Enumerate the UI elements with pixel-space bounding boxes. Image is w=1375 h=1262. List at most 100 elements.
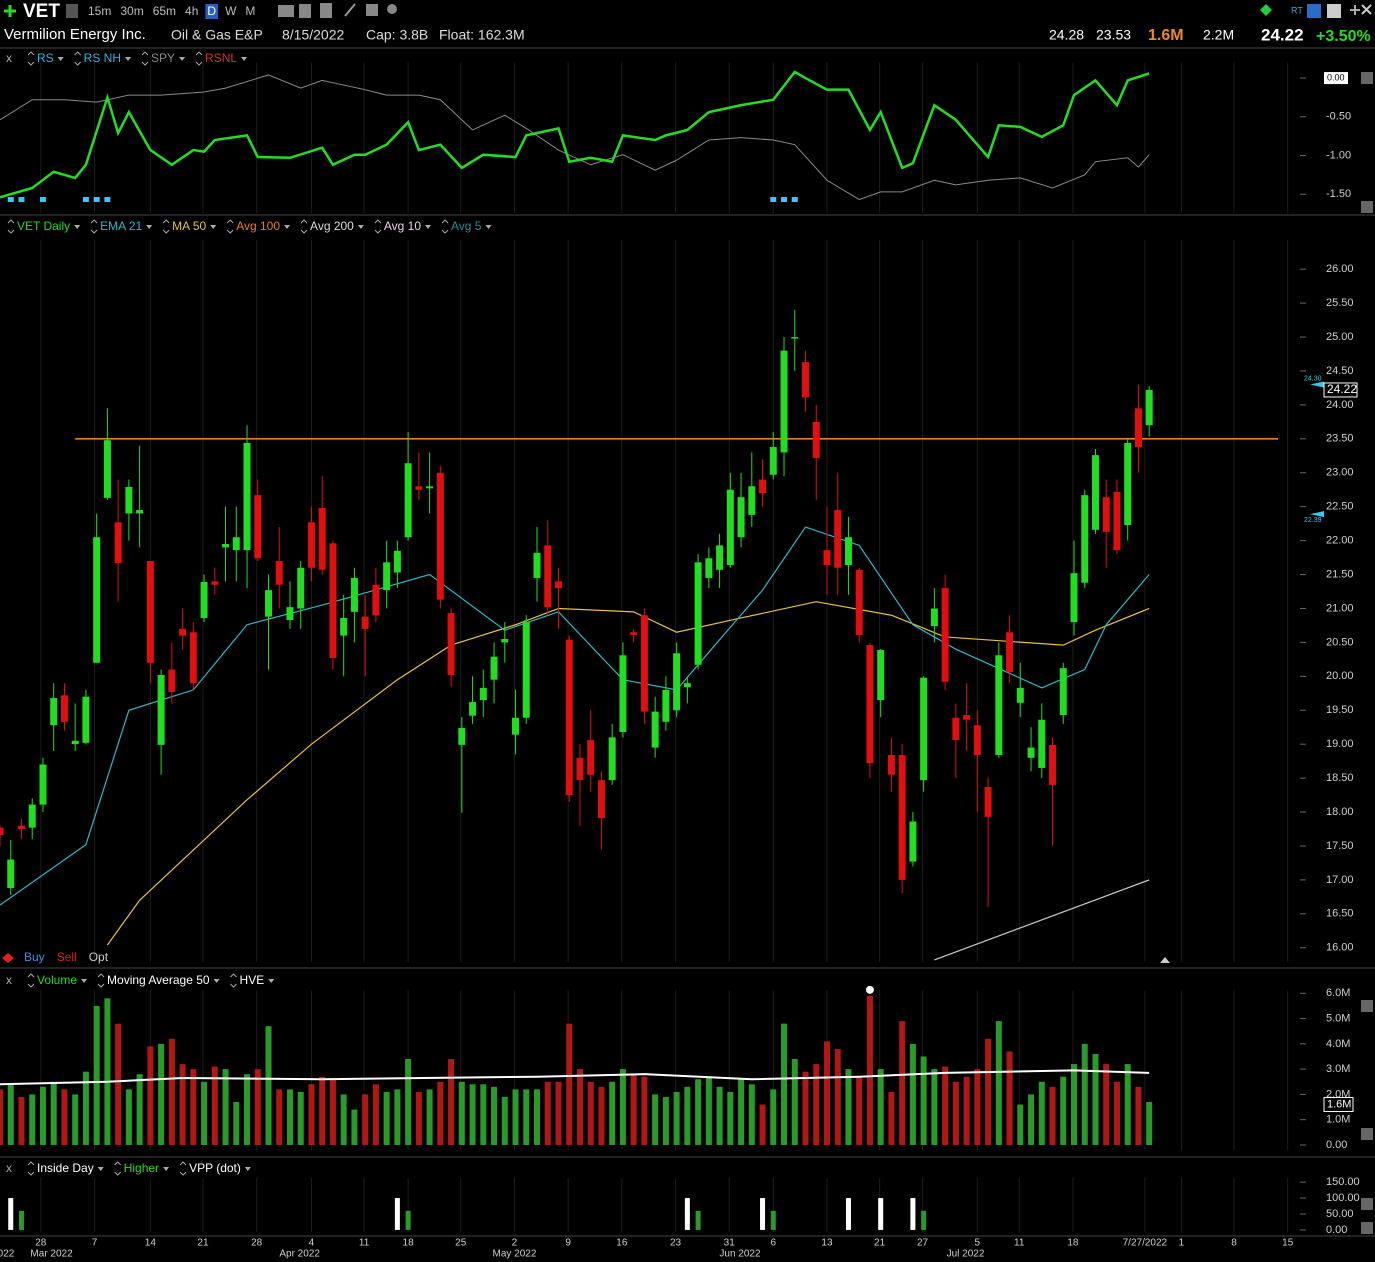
rt-icon[interactable]: RT xyxy=(1291,5,1303,15)
candle-body xyxy=(544,545,552,608)
legend-dropdown xyxy=(179,57,186,61)
legend-item[interactable]: Moving Average 50 xyxy=(107,973,210,987)
panel-button[interactable] xyxy=(1361,1198,1373,1210)
symbol[interactable]: VET xyxy=(23,1,60,22)
candle-body xyxy=(608,737,616,781)
icon[interactable] xyxy=(320,3,332,18)
legend-item[interactable]: Avg 5 xyxy=(451,219,482,233)
icon[interactable] xyxy=(66,4,78,18)
panel-button[interactable] xyxy=(1361,1000,1373,1012)
trade-button[interactable]: Sell xyxy=(57,950,77,964)
candle-body xyxy=(501,639,509,643)
date-label: 25 xyxy=(455,1238,467,1249)
legend-item[interactable]: RS NH xyxy=(84,51,121,65)
legend-dropdown xyxy=(146,225,153,229)
trade-icon[interactable] xyxy=(2,953,14,963)
icon[interactable] xyxy=(1307,4,1321,18)
legend-item[interactable]: HVE xyxy=(240,973,265,987)
volume-bar xyxy=(866,995,873,1145)
legend-item[interactable]: Inside Day xyxy=(37,1161,94,1175)
icon[interactable] xyxy=(344,3,356,17)
close-button[interactable]: x xyxy=(6,51,12,65)
y-tick-label: 16.50 xyxy=(1326,908,1354,920)
panel-button[interactable] xyxy=(1361,72,1373,84)
icon[interactable] xyxy=(387,4,397,14)
legend-item[interactable]: VET Daily xyxy=(17,219,70,233)
candle-body xyxy=(340,617,348,636)
volume-bar xyxy=(684,1086,691,1145)
volume-bar xyxy=(770,1089,777,1145)
timeframe-button[interactable]: 30m xyxy=(120,4,143,18)
timeframe-button[interactable]: 4h xyxy=(185,4,198,18)
timeframe-button[interactable]: M xyxy=(245,4,255,18)
icon[interactable] xyxy=(299,4,311,18)
legend-item[interactable]: Avg 10 xyxy=(384,219,421,233)
y-tick-label: 100.00 xyxy=(1326,1192,1360,1204)
timeframe-button[interactable]: 65m xyxy=(153,4,176,18)
legend-dropdown xyxy=(163,1167,170,1171)
close-button[interactable]: x xyxy=(6,1161,12,1175)
panel-button[interactable] xyxy=(1361,1128,1373,1140)
close-button[interactable]: x xyxy=(6,973,12,987)
timeframe-button[interactable]: 15m xyxy=(88,4,111,18)
panel-button[interactable] xyxy=(1361,201,1373,213)
volume-bar xyxy=(738,1079,745,1145)
icon[interactable] xyxy=(278,5,294,17)
candle-body xyxy=(683,683,691,688)
candle-body xyxy=(114,522,122,563)
volume-bar xyxy=(802,1071,809,1145)
candle-body xyxy=(361,616,369,629)
y-tick-label: 17.50 xyxy=(1326,840,1354,852)
close-icon[interactable] xyxy=(1361,4,1372,15)
legend-item[interactable]: Higher xyxy=(124,1161,159,1175)
volume-bar xyxy=(759,1104,766,1145)
legend-handle xyxy=(27,973,35,988)
legend-item[interactable]: RSNL xyxy=(205,51,237,65)
legend-dropdown xyxy=(244,1167,251,1171)
volume-bar xyxy=(437,1081,444,1145)
legend-item[interactable]: MA 50 xyxy=(172,219,206,233)
candle-body xyxy=(995,655,1003,756)
candle-body xyxy=(673,653,681,711)
day-low: 23.53 xyxy=(1096,27,1131,43)
volume-bar xyxy=(18,1096,25,1145)
timeframe-button[interactable]: W xyxy=(225,4,237,18)
add-icon[interactable] xyxy=(4,5,16,17)
date-label: 7/27/2022 xyxy=(1123,1238,1168,1249)
move-icon[interactable] xyxy=(1350,5,1360,15)
scroll-marker[interactable] xyxy=(1160,957,1170,963)
legend-item[interactable]: Avg 200 xyxy=(310,219,354,233)
legend-item[interactable]: Volume xyxy=(37,973,77,987)
date-label: 21 xyxy=(197,1238,209,1249)
star-icon[interactable] xyxy=(1260,4,1272,16)
candle-body xyxy=(0,827,4,836)
panel-button[interactable] xyxy=(1361,1222,1373,1234)
legend-item[interactable]: RS xyxy=(37,51,54,65)
candle-body xyxy=(694,562,702,665)
trade-button[interactable]: Buy xyxy=(24,950,45,964)
icon[interactable] xyxy=(1327,4,1341,18)
volume-bar xyxy=(1038,1081,1045,1145)
legend-item[interactable]: EMA 21 xyxy=(100,219,142,233)
candle-body xyxy=(17,825,25,829)
price-marker-box xyxy=(1323,382,1358,398)
volume-bar xyxy=(319,1076,326,1145)
icon[interactable] xyxy=(366,4,378,16)
legend-item[interactable]: SPY xyxy=(151,51,175,65)
legend-item[interactable]: VPP (dot) xyxy=(189,1161,241,1175)
date-label: 5 xyxy=(975,1238,981,1249)
trade-button[interactable]: Opt xyxy=(89,950,109,964)
legend-dropdown xyxy=(97,1167,104,1171)
timeframe-button[interactable]: D xyxy=(207,4,216,18)
candle-body xyxy=(82,696,90,743)
candle-body xyxy=(189,632,197,684)
legend-item[interactable]: Avg 100 xyxy=(236,219,280,233)
volume-bar xyxy=(0,1089,3,1145)
header: VET 15m 30m 65m 4h D W M RT Vermilion Energy I… xyxy=(4,1,1372,45)
volume-bar xyxy=(727,1091,734,1145)
volume-bar xyxy=(7,1084,14,1145)
volume-bar xyxy=(276,1089,283,1145)
candle-body xyxy=(587,740,595,775)
candle-body xyxy=(329,543,337,658)
